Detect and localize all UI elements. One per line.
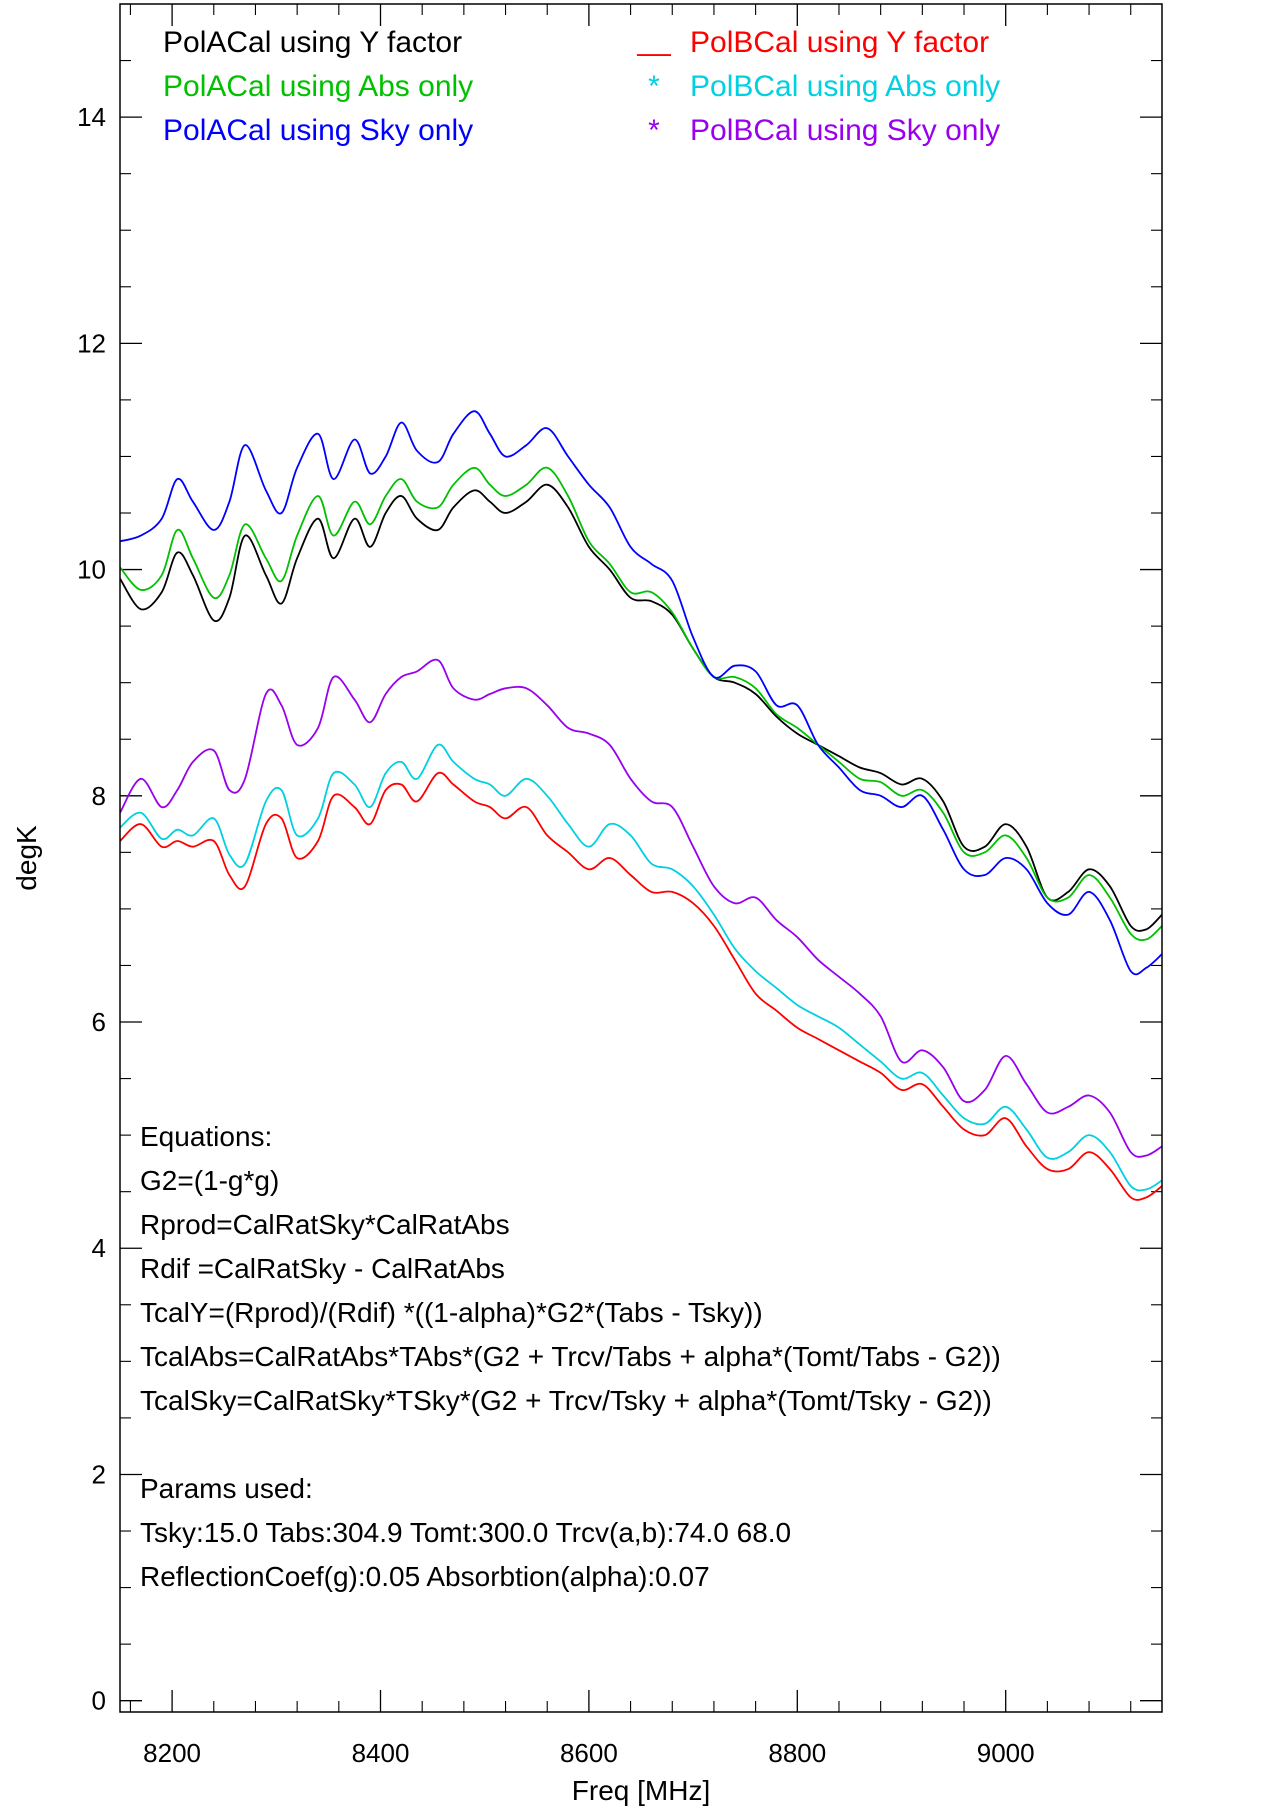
y-tick-label: 8 (92, 781, 106, 811)
series-line-4 (119, 771, 1163, 1201)
legend-label: PolACal using Sky only (163, 114, 473, 147)
equation-line: TcalY=(Rprod)/(Rdif) *((1-alpha)*G2*(Tab… (140, 1297, 763, 1328)
y-tick-label: 14 (77, 102, 106, 132)
series-line-5 (119, 743, 1163, 1192)
x-tick-label: 8800 (768, 1738, 826, 1768)
legend-label: PolBCal using Abs only (690, 70, 1000, 103)
equation-line: TcalSky=CalRatSky*TSky*(G2 + Trcv/Tsky +… (140, 1385, 992, 1416)
param-line: ReflectionCoef(g):0.05 Absorbtion(alpha)… (140, 1561, 710, 1592)
y-tick-label: 12 (77, 328, 106, 358)
series-line-1 (119, 483, 1163, 932)
y-tick-label: 0 (92, 1686, 106, 1716)
legend-marker: __ (636, 24, 672, 57)
equation-line: Rdif =CalRatSky - CalRatAbs (140, 1253, 505, 1284)
plot-series (119, 410, 1163, 1201)
legend-label: PolBCal using Sky only (690, 114, 1000, 147)
legend-marker: * (648, 114, 660, 147)
param-line: Tsky:15.0 Tabs:304.9 Tomt:300.0 Trcv(a,b… (140, 1517, 791, 1548)
y-tick-label: 6 (92, 1007, 106, 1037)
chart-text: 8200 8400 8600 8800 9000 0 2 4 6 8 10 12 14 Freq [MHz… (11, 24, 1035, 1806)
series-line-3 (119, 410, 1163, 976)
x-tick-label: 8400 (352, 1738, 410, 1768)
y-tick-label: 2 (92, 1459, 106, 1489)
legend-label: PolACal using Y factor (163, 26, 462, 59)
x-tick-label: 9000 (977, 1738, 1035, 1768)
y-tick-label: 10 (77, 555, 106, 585)
x-axis-title: Freq [MHz] (572, 1775, 710, 1806)
legend-label: PolACal using Abs only (163, 70, 473, 103)
equation-line: Rprod=CalRatSky*CalRatAbs (140, 1209, 510, 1240)
x-tick-label: 8600 (560, 1738, 618, 1768)
series-line-6 (119, 658, 1163, 1158)
equation-line: G2=(1-g*g) (140, 1165, 279, 1196)
axis-ticks (120, 3, 1162, 1712)
legend-label: PolBCal using Y factor (690, 26, 989, 59)
equation-line: Equations: (140, 1121, 272, 1152)
legend-marker: * (648, 70, 660, 103)
y-tick-label: 4 (92, 1233, 106, 1263)
param-line: Params used: (140, 1473, 313, 1504)
x-tick-label: 8200 (143, 1738, 201, 1768)
equation-line: TcalAbs=CalRatAbs*TAbs*(G2 + Trcv/Tabs +… (140, 1341, 1001, 1372)
plot-frame (119, 3, 1163, 1713)
series-line-2 (119, 466, 1163, 941)
y-axis-title: degK (11, 825, 42, 891)
